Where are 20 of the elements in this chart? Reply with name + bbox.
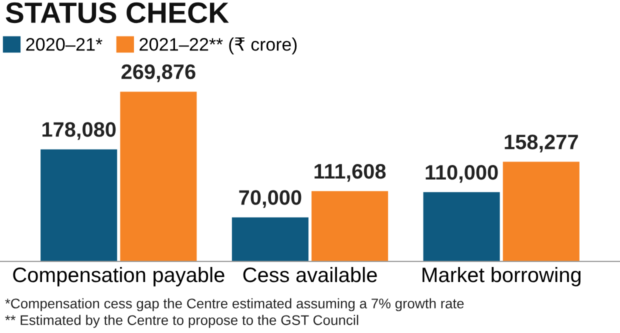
- bar: [423, 192, 500, 262]
- text: *Compensation cess gap the Centre estimated assuming a 7% growth rate: [5, 298, 464, 312]
- data-label: 110,000: [426, 164, 498, 183]
- bar: [40, 149, 118, 262]
- bar: [312, 191, 388, 262]
- data-label: 70,000: [239, 190, 302, 208]
- x-tick-label: Market borrowing: [422, 266, 580, 286]
- chart-title: STATUS CHECK: [6, 2, 229, 24]
- data-label: 269,876: [122, 64, 196, 82]
- text: ** Estimated by the Centre to propose to the GST Council: [5, 314, 358, 328]
- data-label: 111,608: [314, 164, 386, 182]
- legend-label: 2020–21*: [26, 38, 102, 51]
- bar: [232, 217, 308, 262]
- bar: [502, 162, 580, 262]
- data-label: 158,277: [504, 134, 578, 152]
- legend-label: 2021–22** (₹ crore): [140, 37, 297, 54]
- x-tick-label: Cess available: [243, 266, 377, 282]
- data-label: 178,080: [42, 122, 116, 140]
- bar: [120, 92, 197, 262]
- x-tick-label: Compensation payable: [13, 266, 224, 286]
